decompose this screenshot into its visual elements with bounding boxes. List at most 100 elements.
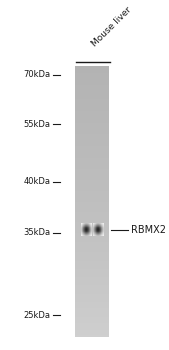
Bar — [83, 224, 84, 225]
Bar — [75, 211, 109, 212]
Bar — [99, 234, 100, 235]
Bar — [90, 232, 91, 233]
Bar — [81, 227, 82, 228]
Bar — [86, 233, 87, 234]
Bar — [84, 230, 85, 231]
Bar — [99, 229, 100, 230]
Bar — [75, 196, 109, 198]
Bar — [90, 234, 91, 235]
Bar — [75, 220, 109, 222]
Bar — [97, 228, 98, 229]
Bar — [75, 166, 109, 168]
Bar — [75, 154, 109, 156]
Bar — [88, 235, 89, 236]
Bar — [75, 151, 109, 153]
Bar — [89, 229, 90, 230]
Bar — [75, 145, 109, 146]
Bar — [83, 230, 84, 231]
Bar — [101, 231, 102, 232]
Bar — [97, 227, 98, 228]
Bar — [100, 223, 101, 224]
Bar — [81, 235, 82, 236]
Bar — [75, 135, 109, 137]
Bar — [97, 230, 98, 231]
Bar — [101, 234, 102, 235]
Bar — [102, 230, 103, 231]
Bar — [99, 225, 100, 226]
Bar — [82, 225, 83, 226]
Bar — [95, 230, 96, 231]
Bar — [84, 230, 85, 231]
Bar — [75, 187, 109, 188]
Bar — [90, 234, 91, 235]
Bar — [88, 234, 89, 235]
Bar — [75, 78, 109, 80]
Bar — [75, 159, 109, 161]
Bar — [90, 233, 91, 234]
Bar — [84, 230, 85, 231]
Bar — [83, 233, 84, 234]
Bar — [75, 173, 109, 175]
Bar — [88, 232, 89, 233]
Bar — [95, 225, 96, 226]
Bar — [97, 224, 98, 225]
Bar — [75, 146, 109, 148]
Bar — [75, 116, 109, 118]
Bar — [84, 226, 85, 227]
Bar — [84, 228, 85, 229]
Bar — [100, 234, 101, 235]
Bar — [75, 96, 109, 98]
Bar — [97, 229, 98, 230]
Bar — [75, 142, 109, 143]
Bar — [96, 231, 97, 232]
Bar — [88, 233, 89, 234]
Bar — [89, 226, 90, 227]
Bar — [90, 225, 91, 226]
Bar — [97, 230, 98, 231]
Bar — [91, 228, 92, 229]
Bar — [99, 228, 100, 229]
Bar — [96, 228, 97, 229]
Bar — [98, 235, 99, 236]
Bar — [100, 227, 101, 228]
Bar — [81, 234, 82, 235]
Bar — [96, 224, 97, 225]
Bar — [101, 226, 102, 227]
Bar — [98, 228, 99, 229]
Bar — [91, 226, 92, 227]
Bar — [75, 280, 109, 281]
Bar — [100, 233, 101, 234]
Bar — [83, 231, 84, 232]
Bar — [83, 225, 84, 226]
Bar — [94, 229, 95, 230]
Bar — [93, 225, 94, 226]
Bar — [75, 127, 109, 129]
Bar — [84, 224, 85, 225]
Bar — [97, 228, 98, 229]
Bar — [97, 229, 98, 230]
Bar — [75, 68, 109, 69]
Bar — [100, 224, 101, 225]
Bar — [94, 228, 95, 229]
Bar — [85, 230, 86, 231]
Bar — [82, 229, 83, 230]
Bar — [90, 227, 91, 228]
Bar — [101, 226, 102, 227]
Bar — [75, 158, 109, 160]
Bar — [95, 232, 96, 233]
Bar — [75, 232, 109, 234]
Bar — [103, 227, 104, 228]
Bar — [94, 230, 95, 231]
Bar — [87, 224, 88, 225]
Bar — [81, 225, 82, 226]
Bar — [91, 227, 92, 228]
Bar — [88, 225, 89, 226]
Bar — [98, 225, 99, 226]
Bar — [101, 223, 102, 224]
Bar — [95, 227, 96, 228]
Bar — [87, 226, 88, 227]
Bar — [75, 224, 109, 226]
Bar — [90, 229, 91, 230]
Bar — [100, 231, 101, 232]
Bar — [75, 324, 109, 326]
